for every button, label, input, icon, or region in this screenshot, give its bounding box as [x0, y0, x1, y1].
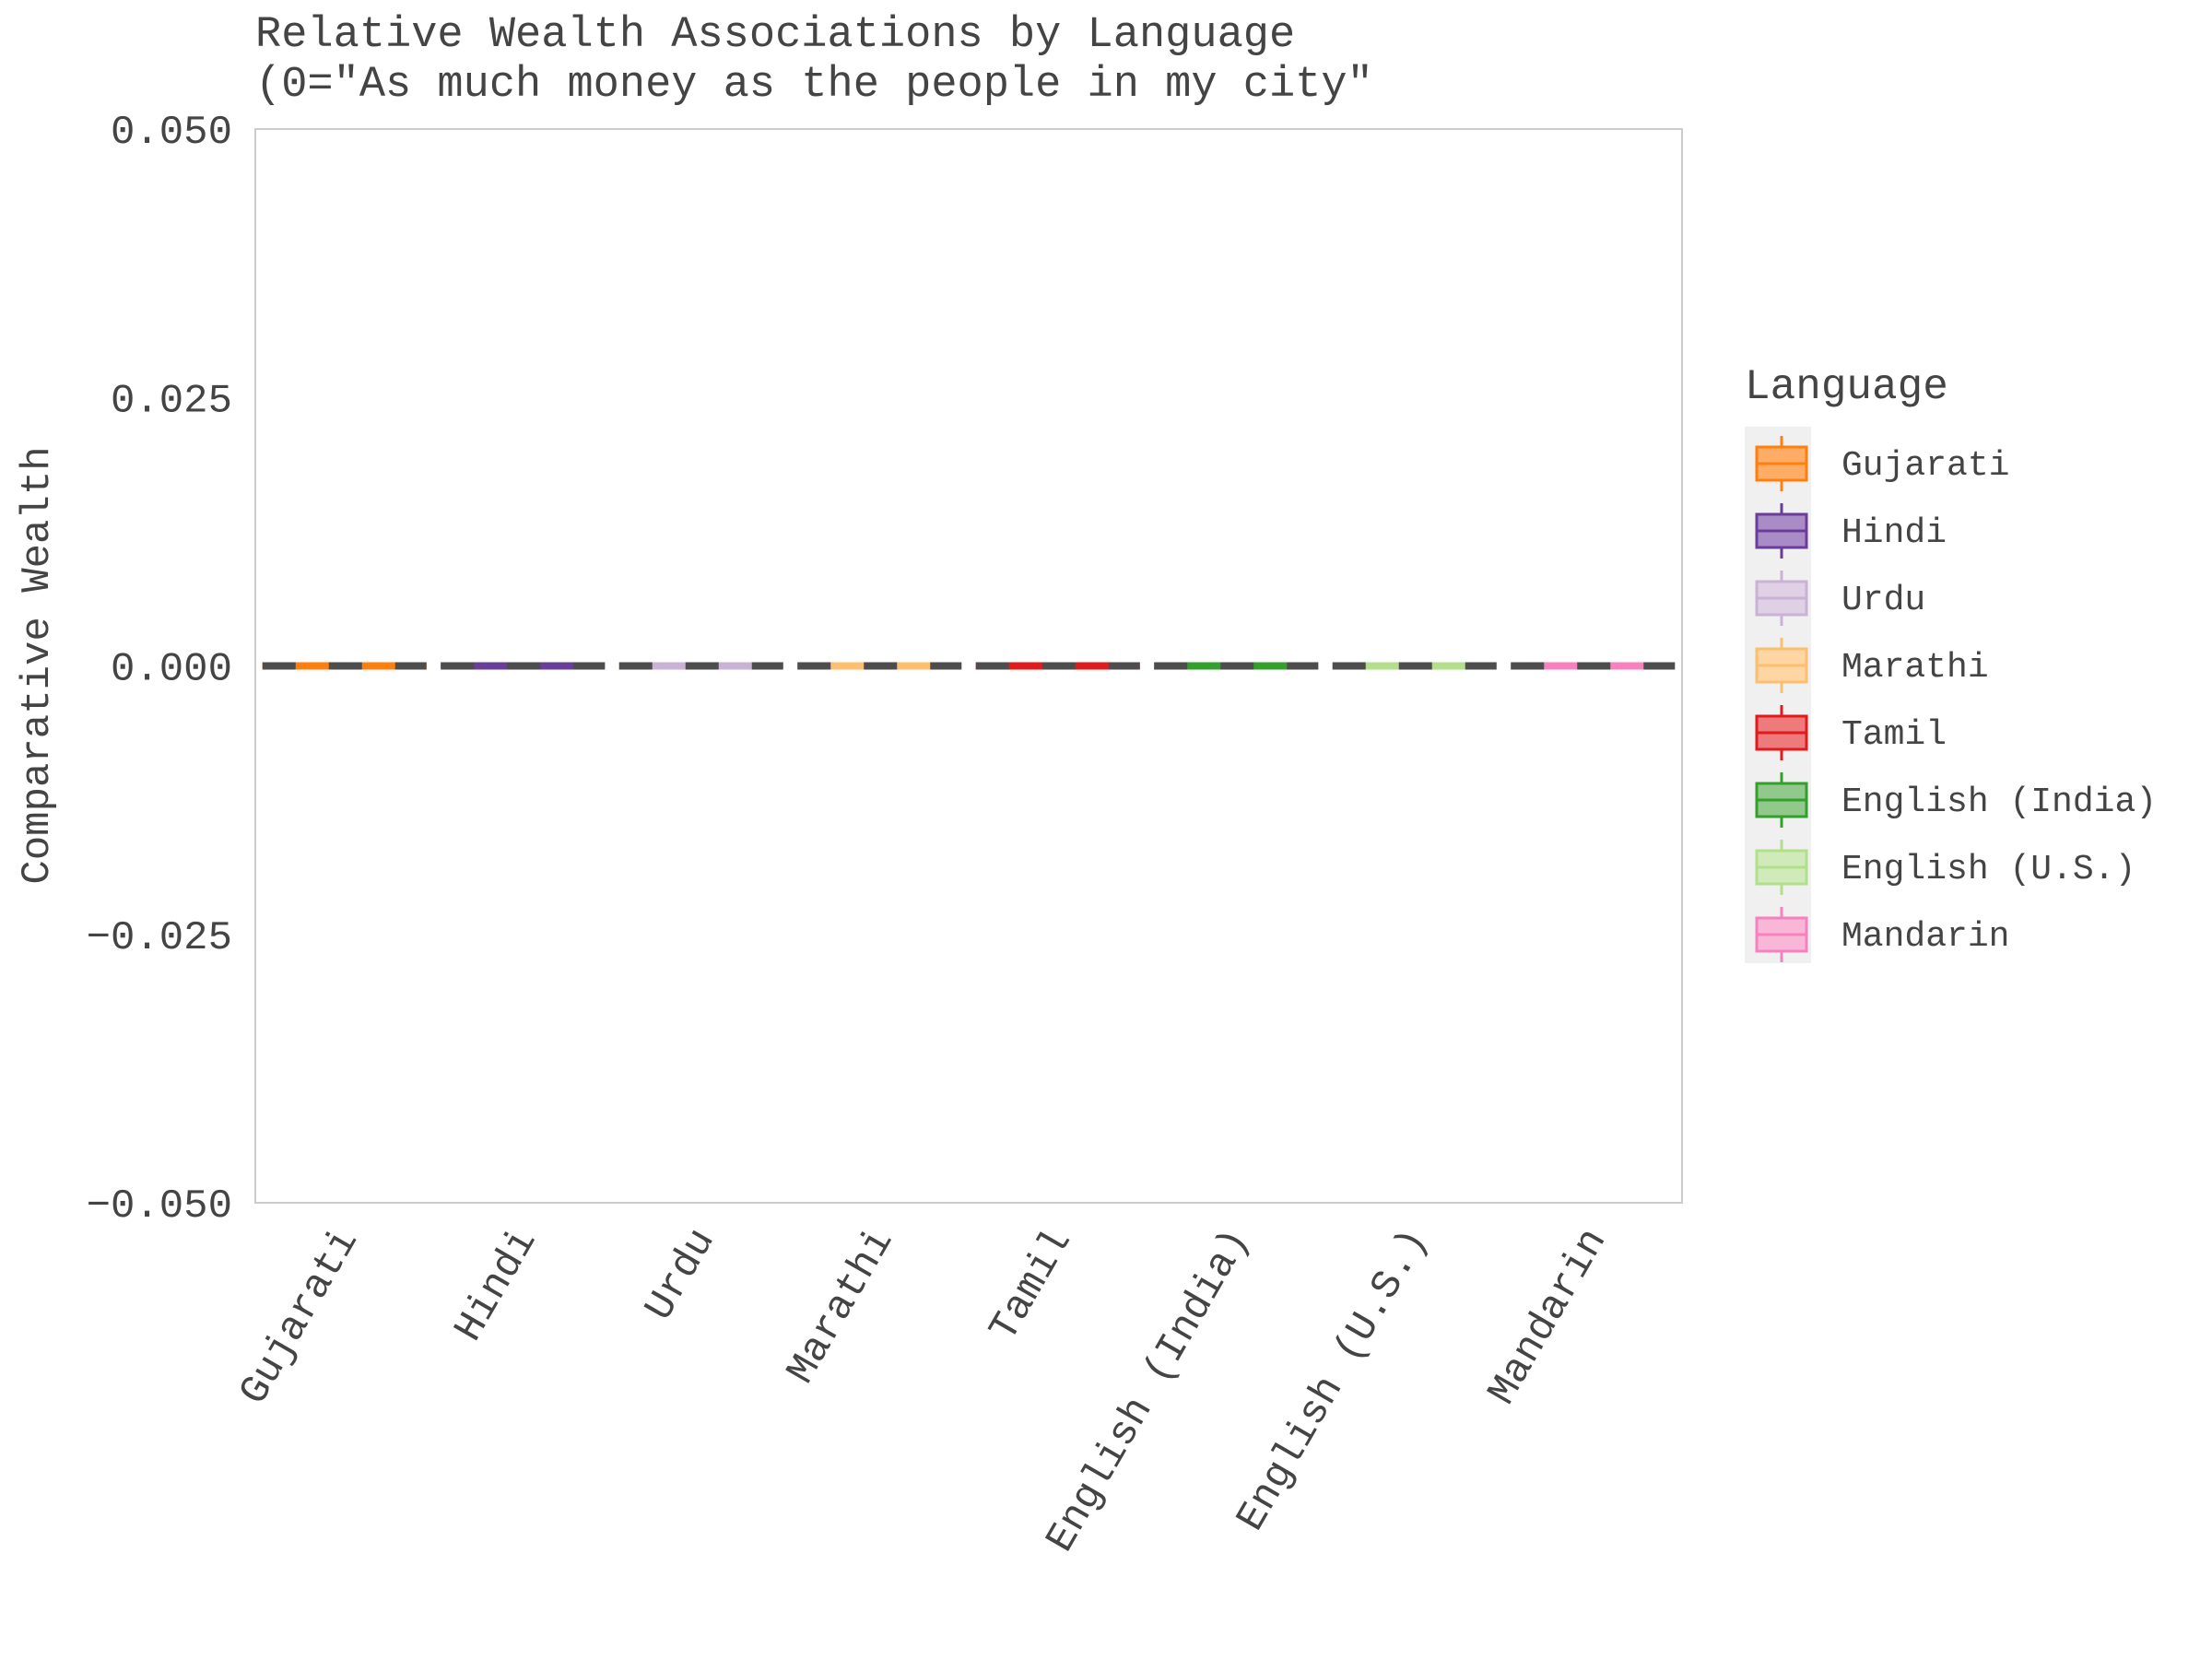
- box-5: [975, 662, 1140, 670]
- box-7: [1332, 662, 1497, 670]
- box-1: [262, 662, 427, 670]
- x-tick-label: Gujarati: [231, 1221, 369, 1413]
- legend-label: Hindi: [1841, 513, 1947, 553]
- x-tick-label: Mandarin: [1479, 1221, 1617, 1413]
- box-6: [1154, 662, 1319, 670]
- legend-label: English (U.S.): [1841, 850, 2136, 889]
- box-8: [1511, 662, 1676, 670]
- legend-item: Mandarin: [1755, 907, 2009, 962]
- x-tick-label: Marathi: [779, 1221, 904, 1392]
- legend-item: Hindi: [1755, 503, 1947, 559]
- legend-item: Gujarati: [1755, 436, 2009, 491]
- legend-label: Gujarati: [1841, 446, 2009, 486]
- chart-title: Relative Wealth Associations by Language…: [255, 11, 1373, 110]
- box-2: [441, 662, 606, 670]
- x-tick-label: English (U.S.): [1229, 1221, 1439, 1539]
- legend-item: English (U.S.): [1755, 840, 2136, 895]
- legend-item: English (India): [1755, 772, 2157, 828]
- y-tick-label: −0.025: [87, 915, 232, 961]
- y-axis-label: Comparative Wealth: [15, 446, 61, 884]
- legend-label: Marathi: [1841, 648, 1989, 688]
- legend-item: Tamil: [1755, 705, 1947, 760]
- x-tick-label: Urdu: [637, 1221, 725, 1328]
- legend-label: Tamil: [1841, 715, 1947, 755]
- chart-title-line-1: Relative Wealth Associations by Language: [255, 11, 1295, 60]
- legend: Language Gujarati Hindi Urdu Marathi Tamil En…: [1745, 363, 2157, 963]
- chart-title-line-2: (0="As much money as the people in my ci…: [255, 61, 1373, 110]
- legend-title: Language: [1745, 363, 1948, 411]
- box-3: [618, 662, 783, 670]
- x-tick-label: English (India): [1038, 1221, 1260, 1560]
- legend-label: Mandarin: [1841, 917, 2009, 957]
- y-axis-ticks: 0.050 0.025 0.000 −0.025 −0.050: [87, 110, 232, 1230]
- y-tick-label: −0.050: [87, 1183, 232, 1230]
- x-tick-label: Hindi: [446, 1221, 547, 1349]
- box-4: [797, 662, 962, 670]
- box-series: [262, 662, 1676, 670]
- plot-area: [254, 128, 1683, 1204]
- x-tick-label: Tamil: [982, 1221, 1082, 1349]
- y-tick-label: 0.000: [111, 647, 232, 693]
- legend-items: Gujarati Hindi Urdu Marathi Tamil English (In…: [1755, 436, 2157, 962]
- legend-item: Marathi: [1755, 638, 1989, 693]
- y-tick-label: 0.050: [111, 110, 232, 156]
- legend-item: Urdu: [1755, 571, 1925, 626]
- legend-label: English (India): [1841, 782, 2157, 822]
- legend-label: Urdu: [1841, 581, 1925, 620]
- y-tick-label: 0.025: [111, 378, 232, 424]
